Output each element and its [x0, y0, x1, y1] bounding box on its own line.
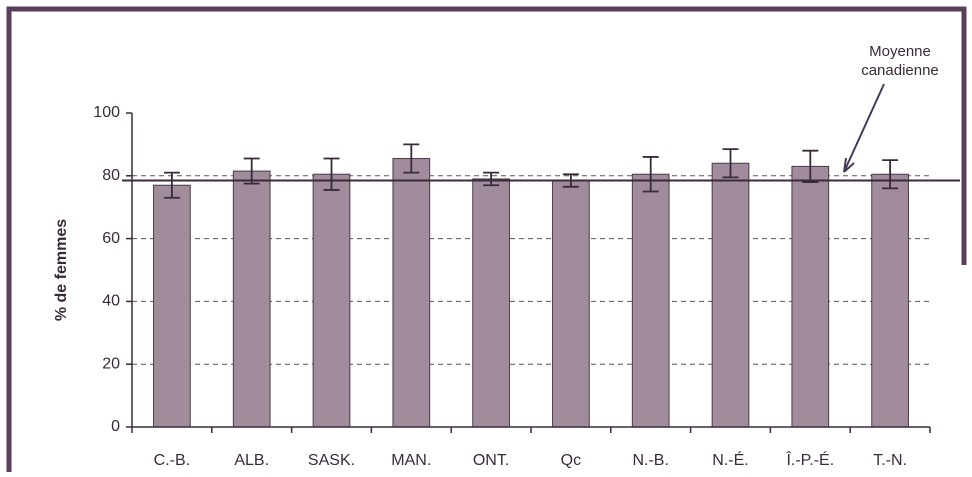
error-bar	[882, 159, 899, 190]
annotation: Moyenne	[869, 43, 931, 60]
error-bar	[323, 157, 340, 191]
x-tick-label: SASK.	[308, 452, 355, 469]
error-bar	[722, 148, 739, 179]
y-tick-label: 20	[102, 355, 120, 372]
error-bar	[163, 171, 180, 199]
y-tick-label: 0	[111, 418, 120, 435]
y-axis-label: % de femmes	[53, 219, 70, 321]
annotation-arrow	[843, 83, 885, 173]
y-tick-label: 100	[93, 104, 120, 121]
y-tick-label: 80	[102, 167, 120, 184]
error-bar	[642, 156, 659, 193]
bar	[472, 178, 510, 428]
bar	[791, 165, 830, 428]
x-tick-label: ALB.	[234, 452, 269, 469]
y-tick-label: 40	[102, 293, 120, 310]
x-tick-label: ONT.	[473, 452, 509, 469]
bar	[232, 170, 271, 428]
frame	[6, 6, 967, 472]
error-bar	[403, 143, 420, 174]
x-tick-label: N.-É.	[712, 450, 748, 469]
bar	[312, 173, 351, 428]
bar	[153, 184, 191, 428]
error-bar	[483, 171, 500, 187]
x-tick-label: C.-B.	[154, 452, 190, 469]
y-tick-label: 60	[102, 230, 120, 247]
x-tick-label: Qc	[561, 452, 581, 469]
x-tick-label: T.-N.	[873, 452, 907, 469]
error-bar	[243, 157, 260, 185]
bar	[631, 173, 670, 428]
error-bar	[802, 149, 819, 183]
x-tick-label: N.-B.	[632, 452, 668, 469]
x-tick-label: Î.-P.-É.	[785, 450, 834, 469]
bar	[552, 180, 590, 428]
x-tick-label: MAN.	[391, 452, 431, 469]
bar	[871, 173, 909, 428]
bar	[711, 162, 750, 428]
annotation: canadienne	[861, 62, 939, 79]
bar	[392, 158, 431, 428]
